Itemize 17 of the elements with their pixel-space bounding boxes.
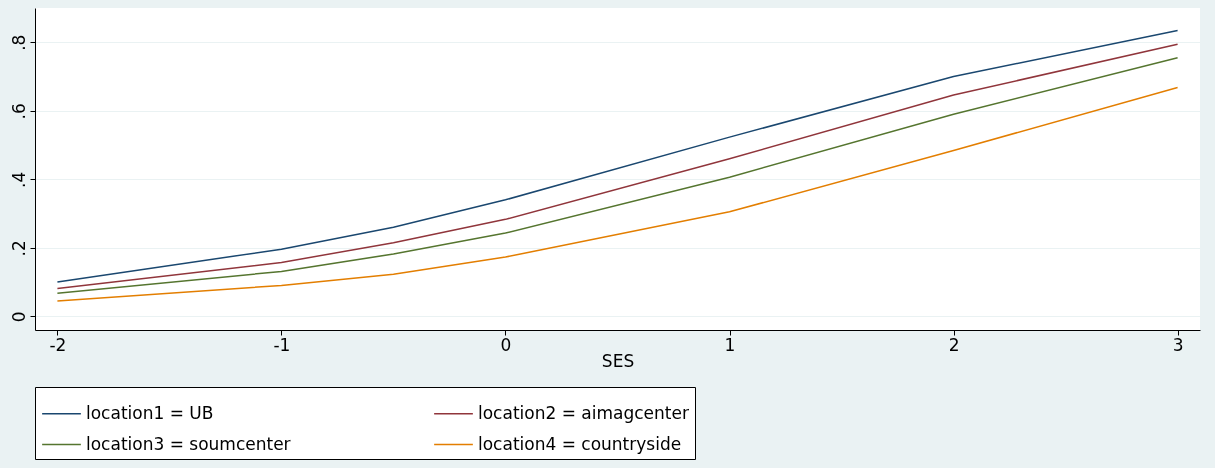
- y-tick-label: .4: [8, 171, 29, 188]
- y-tick-label: .2: [8, 240, 29, 257]
- legend-label: location1 = UB: [86, 402, 214, 423]
- y-tick-label: .8: [8, 34, 29, 51]
- x-tick-label: 1: [724, 334, 736, 355]
- x-tick-label: 2: [948, 334, 960, 355]
- x-axis-title: SES: [601, 350, 635, 371]
- x-tick-label: -2: [49, 334, 67, 355]
- x-tick-label: 3: [1172, 334, 1184, 355]
- legend-label: location2 = aimagcenter: [478, 402, 689, 423]
- line-series: [56, 86, 1179, 302]
- y-tick-label: .6: [8, 103, 29, 120]
- y-tick-label: 0: [8, 311, 29, 323]
- x-tick-label: -1: [273, 334, 291, 355]
- legend-label: location4 = countryside: [478, 433, 682, 454]
- x-tick-label: 0: [500, 334, 512, 355]
- legend-label: location3 = soumcenter: [86, 433, 291, 454]
